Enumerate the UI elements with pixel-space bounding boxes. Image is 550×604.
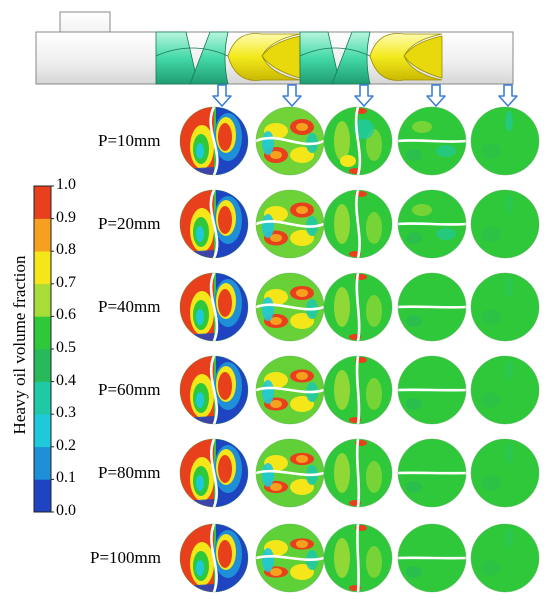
colorbar-tick-label: 0.7 [56, 273, 76, 291]
colorbar-tick-label: 0.1 [56, 469, 76, 487]
cross-section [179, 188, 249, 260]
colorbar-band [34, 218, 51, 252]
row-label: P=80mm [98, 463, 161, 482]
blade-divider [355, 437, 361, 509]
blade-divider [254, 469, 326, 477]
blade-divider [254, 303, 326, 311]
cross-section [470, 523, 540, 593]
colorbar-band [34, 479, 51, 513]
colorbar-band [34, 381, 51, 415]
blade-divider [355, 188, 361, 260]
blade-divider [396, 139, 468, 143]
cross-section [396, 189, 468, 259]
arrow-down-icon [212, 84, 232, 107]
pipe-diagram [35, 11, 514, 85]
cross-section [323, 437, 393, 509]
blade-divider [254, 554, 326, 562]
blade-divider [210, 522, 218, 594]
colorbar-band [34, 414, 51, 448]
cross-section [396, 272, 468, 342]
cross-section [470, 438, 540, 508]
cross-section [470, 355, 540, 425]
row-label: P=10mm [98, 131, 161, 150]
mixer-element-2 [227, 33, 301, 81]
arrow-down-icon [282, 84, 302, 107]
row-label: P=20mm [98, 214, 161, 233]
cross-section [470, 189, 540, 259]
cross-section [254, 438, 326, 508]
colorbar-tick-label: 0.9 [56, 208, 76, 226]
blade-divider [254, 136, 326, 146]
mixer-element-3 [299, 31, 371, 85]
cross-section [470, 272, 540, 342]
colorbar-band [34, 349, 51, 382]
blade-divider [356, 522, 360, 594]
colorbar-title: Heavy oil volume fraction [10, 255, 29, 435]
colorbar-tick-label: 0.3 [56, 404, 76, 422]
cross-section [323, 105, 393, 177]
colorbar-band [34, 283, 51, 317]
cross-section [396, 438, 468, 508]
cross-section [179, 271, 249, 343]
colorbar-band [34, 316, 51, 350]
blade-divider [209, 105, 219, 177]
colorbar-tick-label: 0.8 [56, 241, 76, 259]
cross-section [323, 188, 393, 260]
blade-divider [396, 222, 468, 226]
cross-section [179, 354, 249, 426]
blade-divider [354, 105, 362, 177]
colorbar-tick-label: 0.4 [56, 371, 76, 389]
blade-divider [254, 220, 326, 228]
row-label: P=100mm [90, 548, 161, 567]
colorbar-tick-label: 1.0 [56, 176, 76, 193]
colorbar-tick-label: 0.2 [56, 436, 76, 454]
row-label: P=40mm [98, 297, 161, 316]
colorbar-tick-label: 0.0 [56, 502, 76, 519]
blade-divider [355, 271, 361, 343]
blade-divider [355, 354, 361, 426]
colorbar-tick-label: 0.5 [56, 339, 76, 356]
cross-section [323, 354, 393, 426]
mixer-element-4 [369, 33, 443, 81]
section-arrows [212, 84, 518, 107]
cross-section [179, 437, 249, 509]
colorbar [33, 185, 54, 513]
cross-section [396, 106, 468, 176]
cross-section [323, 271, 393, 343]
row-label: P=60mm [98, 380, 161, 399]
blade-divider [210, 437, 218, 509]
colorbar-tick-label: 0.6 [56, 306, 76, 324]
colorbar-band [34, 186, 51, 219]
colorbar-band [34, 251, 51, 285]
blade-divider [209, 188, 219, 260]
cross-section [396, 523, 468, 593]
cross-section [254, 189, 326, 259]
cross-section [323, 522, 393, 594]
blade-divider [396, 388, 468, 392]
cross-section [179, 522, 249, 594]
mixer-element-1 [155, 31, 229, 85]
blade-divider [209, 271, 219, 343]
arrow-down-icon [498, 84, 518, 107]
cross-section [396, 355, 468, 425]
cross-section [254, 272, 326, 342]
cross-section [254, 355, 326, 425]
blade-divider [396, 305, 468, 309]
cross-section [470, 106, 540, 176]
arrow-down-icon [354, 84, 374, 107]
cross-section [254, 523, 326, 593]
blade-divider [254, 386, 326, 394]
cross-section [254, 106, 326, 176]
cross-section-grid [179, 105, 540, 594]
arrow-down-icon [426, 84, 446, 107]
colorbar-band [34, 446, 51, 480]
blade-divider [209, 354, 219, 426]
cross-section [179, 105, 249, 177]
